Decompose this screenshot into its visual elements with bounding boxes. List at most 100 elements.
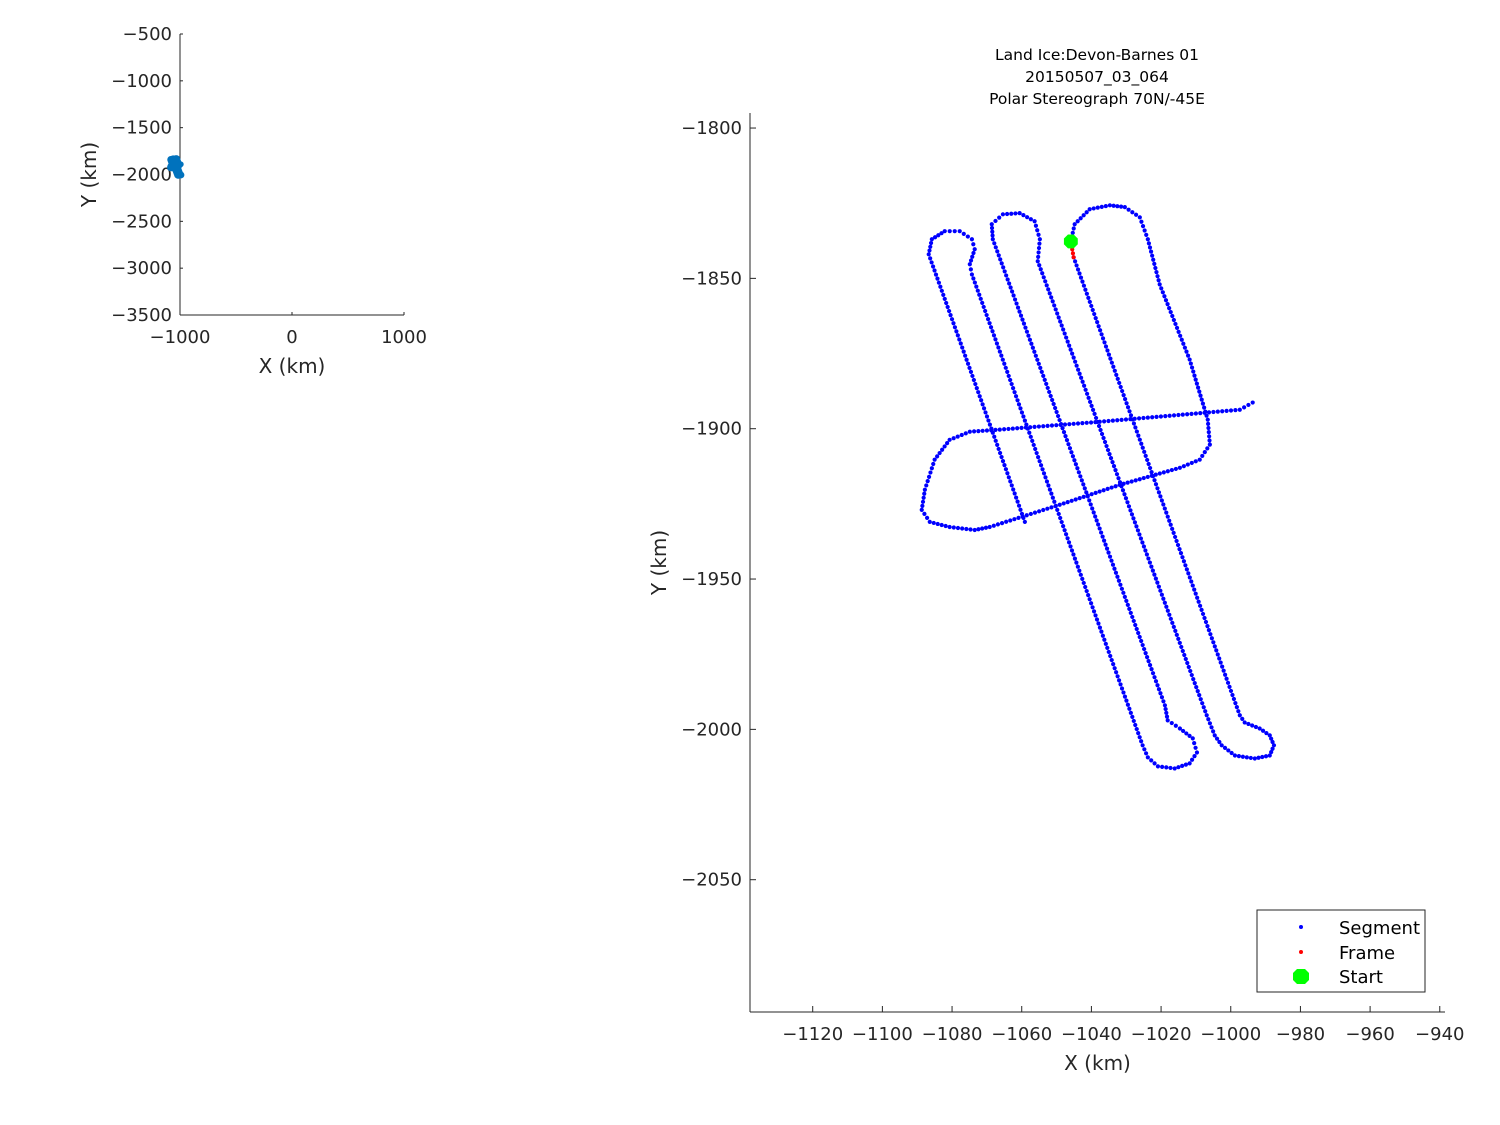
segment-point <box>980 300 985 305</box>
y-tick-label: −500 <box>123 24 172 45</box>
segment-point <box>1150 415 1155 420</box>
segment-point <box>920 503 925 508</box>
segment-point <box>1098 328 1103 333</box>
segment-point <box>993 427 998 433</box>
segment-point <box>1086 395 1091 400</box>
segment-point <box>1136 630 1141 636</box>
segment-point <box>991 333 997 338</box>
segment-point <box>1127 606 1132 611</box>
legend: Segment Frame Start <box>1256 909 1426 993</box>
segment-point <box>1005 277 1010 282</box>
segment-point <box>1111 203 1116 208</box>
segment-point <box>1253 724 1259 730</box>
segment-point <box>1187 575 1192 580</box>
segment-point <box>1022 519 1027 525</box>
segment-point <box>1002 463 1007 468</box>
segment-point <box>924 515 930 521</box>
segment-point <box>1193 411 1198 416</box>
segment-point <box>1220 664 1225 669</box>
segment-point <box>1056 315 1061 320</box>
segment-point <box>1063 434 1068 439</box>
segment-point <box>1032 424 1037 429</box>
segment-point <box>1229 750 1234 756</box>
segment-point <box>1228 688 1234 694</box>
segment-point <box>1156 584 1161 589</box>
segment-point <box>1168 522 1173 527</box>
segment-point <box>987 321 992 326</box>
segment-point <box>1064 438 1070 443</box>
segment-point <box>1125 702 1130 707</box>
segment-point <box>1013 394 1019 399</box>
segment-point <box>1072 556 1078 561</box>
segment-point <box>1065 339 1070 344</box>
segment-point <box>1186 571 1191 576</box>
segment-point <box>971 242 976 247</box>
segment-point <box>1081 283 1087 288</box>
segment-point <box>1070 351 1075 356</box>
segment-point <box>921 495 926 500</box>
segment-point <box>990 229 995 234</box>
segment-point <box>981 304 986 310</box>
segment-point <box>1084 210 1089 215</box>
segment-point <box>931 461 936 467</box>
segment-point <box>1125 480 1130 485</box>
segment-point <box>1111 364 1116 369</box>
segment-point <box>1206 410 1212 415</box>
segment-point <box>1156 278 1161 283</box>
segment-point <box>927 248 932 253</box>
segment-point <box>1096 522 1101 527</box>
segment-point <box>1260 754 1265 760</box>
segment-point <box>1112 666 1117 671</box>
segment-point <box>1149 758 1154 763</box>
segment-point <box>1209 636 1214 641</box>
segment-point <box>997 215 1002 220</box>
segment-point <box>1170 313 1175 319</box>
segment-point <box>955 333 960 338</box>
segment-point <box>1162 294 1167 299</box>
segment-point <box>1018 406 1023 411</box>
segment-point <box>1120 488 1126 493</box>
segment-point <box>969 237 975 242</box>
segment-point <box>1020 317 1025 322</box>
segment-point <box>929 237 934 242</box>
y-tick-label: −2000 <box>681 719 742 740</box>
segment-point <box>1212 644 1217 649</box>
segment-point <box>1234 705 1239 710</box>
segment-point <box>1173 723 1178 728</box>
segment-point <box>960 526 965 531</box>
segment-point <box>1041 471 1047 476</box>
segment-point <box>1242 720 1247 725</box>
segment-point <box>1086 295 1091 300</box>
segment-point <box>1143 751 1149 756</box>
segment-point <box>1080 576 1085 581</box>
segment-point <box>1040 467 1045 472</box>
segment-point <box>1019 425 1024 431</box>
segment-point <box>1183 563 1188 568</box>
y-tick-label: −1800 <box>681 118 742 139</box>
segment-point <box>1102 439 1108 445</box>
segment-point <box>1103 344 1109 349</box>
segment-point <box>1100 336 1106 341</box>
frame-point <box>1071 255 1076 260</box>
segment-point <box>1097 489 1102 494</box>
segment-point <box>1107 451 1112 457</box>
segment-point <box>1071 226 1076 231</box>
segment-point <box>1250 723 1255 728</box>
segment-point <box>1117 380 1122 386</box>
segment-point <box>1015 499 1020 504</box>
segment-point <box>995 442 1000 447</box>
segment-point <box>1137 437 1142 442</box>
segment-point <box>945 304 950 310</box>
segment-point <box>1133 722 1138 728</box>
segment-point <box>975 288 980 293</box>
segment-point <box>1000 212 1006 217</box>
segment-point <box>1163 298 1169 303</box>
x-tick-label: −940 <box>1415 1024 1464 1045</box>
segment-point <box>1195 595 1200 600</box>
segment-point <box>1158 414 1164 419</box>
segment-point <box>980 428 985 433</box>
y-tick-label: −3500 <box>111 305 172 326</box>
segment-point <box>973 381 978 387</box>
segment-point <box>924 483 929 488</box>
segment-point <box>1111 662 1116 667</box>
